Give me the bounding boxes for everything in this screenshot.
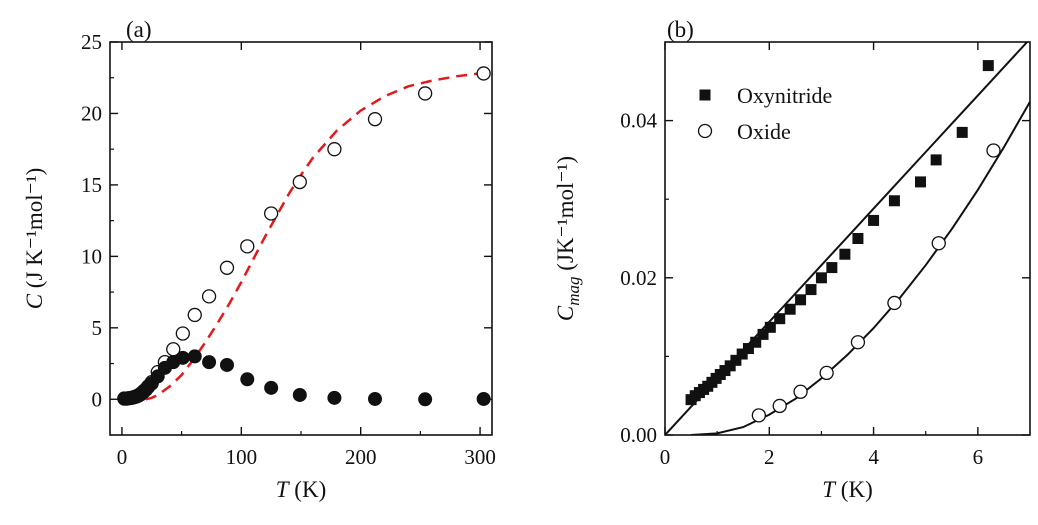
data-point-a-s0 xyxy=(367,112,383,127)
fit-line-a-2 xyxy=(145,72,481,401)
y-tick-label-a: 5 xyxy=(92,316,103,340)
data-point-b-s0 xyxy=(750,336,762,348)
y-tick-label-b: 0.04 xyxy=(620,109,657,133)
data-point-a-s0 xyxy=(292,174,307,190)
data-point-b-s1 xyxy=(793,384,808,399)
data-point-a-s1 xyxy=(327,390,342,405)
data-point-a-s1 xyxy=(368,391,383,406)
data-point-a-s1 xyxy=(264,380,279,395)
x-tick-label-b: 6 xyxy=(973,445,984,469)
data-point-b-s1 xyxy=(819,365,834,381)
data-point-b-s0 xyxy=(736,348,748,360)
legend-label-oxynitride: Oxynitride xyxy=(737,83,832,108)
panel-label-a: (a) xyxy=(126,17,152,42)
y-tick-label-a: 10 xyxy=(81,244,102,268)
data-point-b-s1 xyxy=(887,295,902,311)
x-tick-label-a: 100 xyxy=(226,445,258,469)
panel-label-b: (b) xyxy=(667,17,694,42)
data-point-b-s0 xyxy=(724,360,736,372)
data-point-b-s1 xyxy=(986,143,1001,158)
data-point-a-s1 xyxy=(292,387,307,402)
data-point-b-s0 xyxy=(852,233,864,244)
data-point-b-s0 xyxy=(826,262,838,274)
data-point-b-s1 xyxy=(751,408,767,423)
legend-marker-oxide xyxy=(697,123,713,139)
data-point-b-s0 xyxy=(795,294,807,306)
data-point-a-s0 xyxy=(240,239,255,254)
x-axis-title-b: T (K) xyxy=(822,477,872,502)
data-point-b-s0 xyxy=(839,248,851,260)
data-point-b-s0 xyxy=(805,284,817,296)
data-point-b-s0 xyxy=(930,154,942,166)
data-point-b-s0 xyxy=(868,214,880,226)
data-point-b-s1 xyxy=(850,335,866,350)
x-tick-label-a: 200 xyxy=(345,445,377,469)
y-tick-label-a: 15 xyxy=(81,173,102,197)
fit-line-b-3 xyxy=(691,101,1030,435)
data-point-a-s0 xyxy=(201,289,217,304)
data-point-a-s1 xyxy=(476,391,491,406)
y-tick-label-a: 20 xyxy=(81,101,102,125)
y-tick-label-b: 0.00 xyxy=(620,423,657,447)
panel-a-chart: 0 100 200 300 0 5 10 15 20 25 (a) T (K) C (J K⁻¹mol⁻… xyxy=(22,17,496,502)
data-point-a-s1 xyxy=(219,357,234,372)
data-point-a-s0 xyxy=(476,66,491,81)
x-tick-label-a: 0 xyxy=(117,445,128,469)
data-point-a-s1 xyxy=(187,349,202,364)
legend-marker-oxynitride xyxy=(699,89,711,101)
data-point-a-s1 xyxy=(175,350,190,365)
data-point-b-s1 xyxy=(931,236,946,251)
data-point-a-s0 xyxy=(264,206,279,221)
data-point-a-s0 xyxy=(417,86,433,101)
data-point-a-s1 xyxy=(418,392,433,407)
data-point-b-s0 xyxy=(956,126,968,138)
data-point-b-s0 xyxy=(742,343,754,355)
data-point-a-s0 xyxy=(187,307,202,323)
data-point-b-s0 xyxy=(784,303,796,315)
plot-frame-b xyxy=(664,41,1031,436)
y-axis-title-b: Cmag (JK⁻¹mol⁻¹) xyxy=(553,156,583,321)
x-tick-label-b: 0 xyxy=(660,445,671,469)
plot-frame-a xyxy=(109,41,493,436)
y-tick-label-a: 0 xyxy=(92,387,103,411)
data-point-b-s0 xyxy=(757,328,769,340)
data-point-b-s0 xyxy=(730,354,742,366)
data-point-a-s1 xyxy=(240,372,255,387)
y-tick-label-a: 25 xyxy=(81,30,102,54)
x-tick-label-a: 300 xyxy=(464,445,496,469)
x-tick-label-b: 2 xyxy=(764,445,775,469)
data-point-b-s0 xyxy=(982,60,994,72)
data-point-b-s0 xyxy=(815,272,827,284)
x-axis-title-a: T (K) xyxy=(276,477,326,502)
data-point-b-s0 xyxy=(764,321,776,333)
data-point-b-s0 xyxy=(915,176,926,188)
data-point-b-s1 xyxy=(772,398,787,414)
panel-b-chart: 0 2 4 6 0.00 0.02 0.04 (b) T (K) Cmag (JK⁻¹mol⁻¹)… xyxy=(553,17,1031,502)
y-axis-title-a: C (J K⁻¹mol⁻¹) xyxy=(22,168,47,310)
x-tick-label-b: 4 xyxy=(868,445,879,469)
legend-label-oxide: Oxide xyxy=(737,119,791,144)
data-point-a-s0 xyxy=(327,142,342,157)
data-point-a-s0 xyxy=(219,260,235,275)
y-tick-label-b: 0.02 xyxy=(620,266,657,290)
data-point-a-s1 xyxy=(202,355,217,370)
data-point-a-s0 xyxy=(175,326,190,341)
data-point-b-s0 xyxy=(888,195,900,207)
data-point-b-s0 xyxy=(774,313,786,325)
